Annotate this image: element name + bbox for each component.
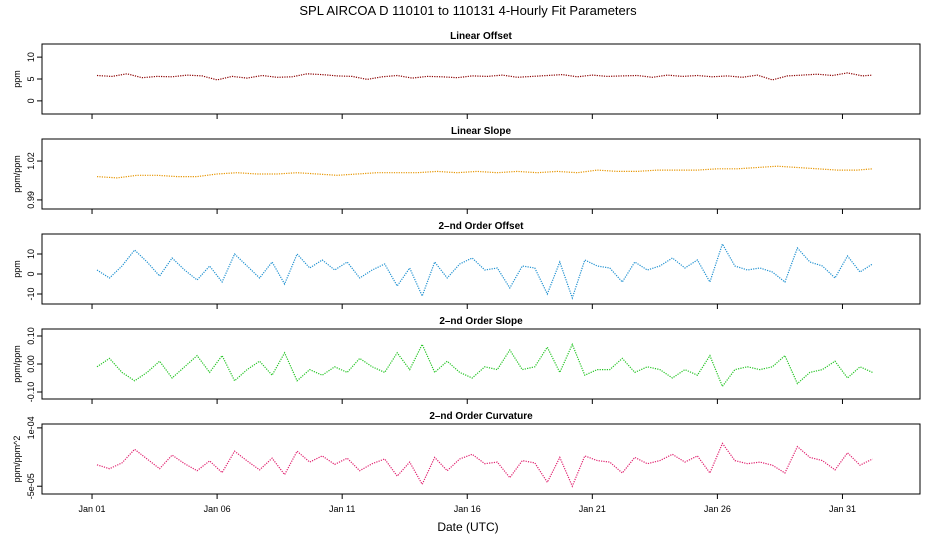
panel-3: 2–nd Order Offset ppm -10 0 10: [12, 221, 920, 309]
x-tick-label: Jan 01: [79, 504, 106, 514]
series-line: [97, 344, 873, 386]
panel-title: 2–nd Order Offset: [438, 221, 524, 232]
x-tick-label: Jan 26: [704, 504, 731, 514]
y-tick-label: 0.10: [26, 327, 36, 345]
y-axis-label: ppm/ppm^2: [12, 436, 22, 483]
panel-frame: [42, 424, 920, 494]
y-axis-label: ppm: [12, 260, 22, 278]
x-tick-label: Jan 21: [579, 504, 606, 514]
x-tick-label: Jan 11: [329, 504, 355, 514]
y-axis-label: ppm: [12, 70, 22, 88]
y-tick-label: 10: [26, 52, 36, 62]
panel-title: 2–nd Order Slope: [439, 316, 523, 327]
panel-title: Linear Slope: [451, 126, 511, 137]
x-axis-label: Date (UTC): [437, 520, 498, 534]
panel-frame: [42, 44, 920, 114]
y-tick-label: 1.02: [26, 152, 36, 170]
panel-frame: [42, 234, 920, 304]
y-tick-label: 0: [26, 98, 36, 103]
panel-5: 2–nd Order Curvature ppm/ppm^2 -5e-05 1e-04: [12, 411, 920, 499]
y-tick-label: 1e-04: [26, 416, 36, 439]
y-tick-label: -10: [26, 287, 36, 300]
y-tick-label: 0.00: [26, 355, 36, 373]
y-tick-label: 0.99: [26, 191, 36, 209]
series-line: [97, 73, 873, 80]
y-tick-label: 0: [26, 271, 36, 276]
panel-4: 2–nd Order Slope ppm/ppm -0.10 0.00 0.10: [12, 316, 920, 404]
panel-1: Linear Offset ppm 0 5 10: [12, 31, 920, 119]
y-tick-label: 10: [26, 249, 36, 259]
x-tick-label: Jan 31: [829, 504, 856, 514]
x-tick-label: Jan 16: [454, 504, 481, 514]
x-tick-label: Jan 06: [204, 504, 231, 514]
panel-title: 2–nd Order Curvature: [429, 411, 533, 422]
series-line: [97, 244, 873, 298]
y-tick-label: 5: [26, 76, 36, 81]
series-line: [97, 166, 873, 178]
chart-title: SPL AIRCOA D 110101 to 110131 4-Hourly F…: [299, 3, 637, 18]
y-axis-label: ppm/ppm: [12, 345, 22, 383]
panel-title: Linear Offset: [450, 31, 512, 42]
panel-2: Linear Slope ppm/ppm 0.99 1.02: [12, 126, 920, 214]
y-axis-label: ppm/ppm: [12, 155, 22, 193]
series-line: [97, 443, 873, 486]
y-tick-label: -5e-05: [26, 473, 36, 499]
y-tick-label: -0.10: [26, 382, 36, 403]
panel-frame: [42, 139, 920, 209]
